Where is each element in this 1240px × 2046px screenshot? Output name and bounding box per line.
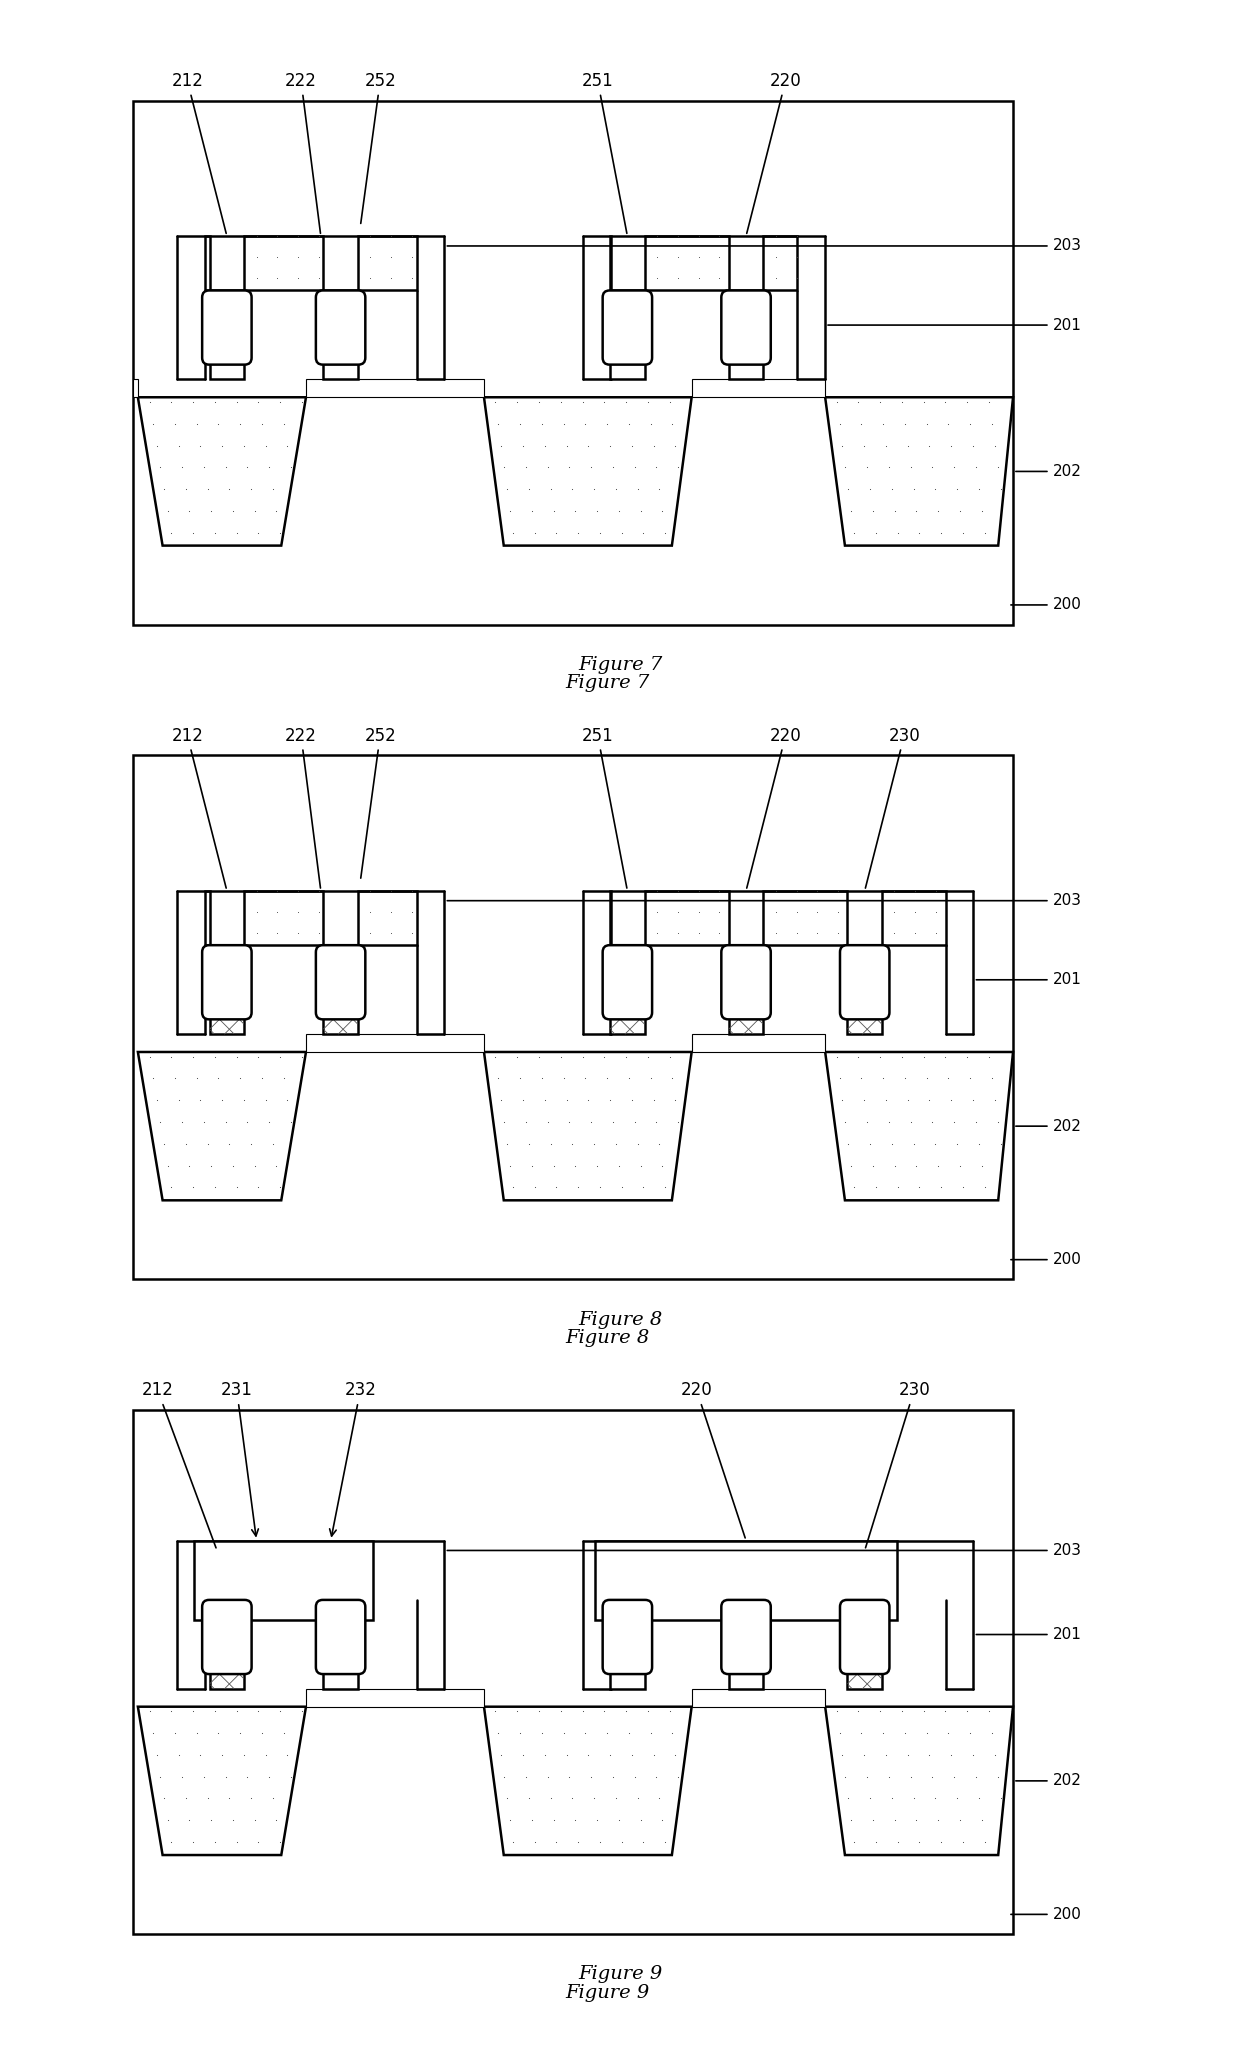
Text: 202: 202 — [1016, 1119, 1081, 1133]
Text: 232: 232 — [330, 1381, 376, 1537]
Text: 220: 220 — [681, 1381, 745, 1539]
Bar — [729, 1600, 764, 1688]
Text: Figure 7: Figure 7 — [578, 657, 662, 673]
Text: 251: 251 — [582, 726, 627, 888]
Bar — [306, 379, 484, 397]
Text: 201: 201 — [828, 317, 1081, 333]
Text: 212: 212 — [141, 1381, 216, 1549]
Bar — [645, 235, 729, 291]
Bar — [205, 890, 210, 945]
Bar — [210, 1600, 244, 1688]
Bar — [610, 291, 645, 379]
Text: 222: 222 — [285, 72, 320, 233]
Bar — [729, 291, 764, 379]
Bar — [610, 945, 645, 1033]
Bar — [882, 890, 946, 945]
Bar — [764, 890, 847, 945]
Bar — [306, 1033, 484, 1052]
Text: 202: 202 — [1016, 1774, 1081, 1788]
Text: 203: 203 — [448, 894, 1081, 908]
FancyBboxPatch shape — [722, 1600, 771, 1674]
Text: 251: 251 — [582, 72, 627, 233]
Text: 231: 231 — [221, 1381, 258, 1537]
Text: 203: 203 — [448, 1543, 1081, 1557]
Text: 230: 230 — [866, 1381, 930, 1549]
FancyBboxPatch shape — [202, 945, 252, 1019]
Polygon shape — [825, 397, 1013, 546]
Bar — [358, 890, 417, 945]
Text: 200: 200 — [1011, 1907, 1081, 1921]
Text: Figure 8: Figure 8 — [578, 1311, 662, 1328]
Polygon shape — [138, 1052, 306, 1201]
FancyBboxPatch shape — [202, 291, 252, 364]
Polygon shape — [138, 1706, 306, 1856]
Bar — [205, 235, 210, 291]
Bar — [324, 291, 358, 379]
Polygon shape — [825, 1706, 1013, 1856]
FancyBboxPatch shape — [316, 291, 366, 364]
Bar — [133, 100, 1013, 624]
Bar — [133, 755, 1013, 1279]
FancyBboxPatch shape — [839, 945, 889, 1019]
Bar — [595, 1541, 898, 1620]
Text: 201: 201 — [976, 1627, 1081, 1643]
Text: 202: 202 — [1016, 464, 1081, 479]
Bar — [244, 890, 324, 945]
Text: 252: 252 — [361, 726, 396, 878]
Bar — [133, 379, 138, 397]
Text: Figure 9: Figure 9 — [578, 1966, 662, 1983]
Text: 230: 230 — [866, 726, 920, 888]
Bar — [610, 1600, 645, 1688]
FancyBboxPatch shape — [202, 1600, 252, 1674]
Bar — [244, 235, 324, 291]
FancyBboxPatch shape — [316, 945, 366, 1019]
Bar — [729, 945, 764, 1033]
Text: 220: 220 — [746, 72, 801, 233]
Text: Figure 7: Figure 7 — [565, 673, 650, 692]
FancyBboxPatch shape — [603, 291, 652, 364]
Bar — [764, 235, 797, 291]
Polygon shape — [825, 1052, 1013, 1201]
Text: 200: 200 — [1011, 1252, 1081, 1266]
Bar — [358, 235, 417, 291]
Bar — [324, 945, 358, 1033]
Bar — [645, 890, 729, 945]
FancyBboxPatch shape — [839, 1600, 889, 1674]
Text: 200: 200 — [1011, 597, 1081, 612]
FancyBboxPatch shape — [603, 945, 652, 1019]
Bar — [847, 1600, 882, 1688]
Text: Figure 9: Figure 9 — [565, 1985, 650, 2001]
Bar — [692, 1033, 825, 1052]
Bar — [847, 945, 882, 1033]
Polygon shape — [484, 1706, 692, 1856]
Text: 212: 212 — [171, 726, 226, 888]
Bar — [210, 291, 244, 379]
Bar — [195, 1541, 373, 1620]
Polygon shape — [484, 397, 692, 546]
Text: 203: 203 — [448, 239, 1081, 254]
FancyBboxPatch shape — [603, 1600, 652, 1674]
FancyBboxPatch shape — [316, 1600, 366, 1674]
Text: 252: 252 — [361, 72, 396, 223]
Polygon shape — [138, 397, 306, 546]
FancyBboxPatch shape — [722, 945, 771, 1019]
Text: 220: 220 — [746, 726, 801, 888]
Text: 212: 212 — [171, 72, 226, 233]
Bar — [324, 1600, 358, 1688]
Bar — [692, 379, 825, 397]
Bar — [133, 1410, 1013, 1933]
Text: 201: 201 — [976, 972, 1081, 988]
Bar — [306, 1688, 484, 1706]
Bar — [692, 1688, 825, 1706]
Bar — [210, 945, 244, 1033]
Text: Figure 8: Figure 8 — [565, 1330, 650, 1346]
Text: 222: 222 — [285, 726, 320, 888]
FancyBboxPatch shape — [722, 291, 771, 364]
Polygon shape — [484, 1052, 692, 1201]
